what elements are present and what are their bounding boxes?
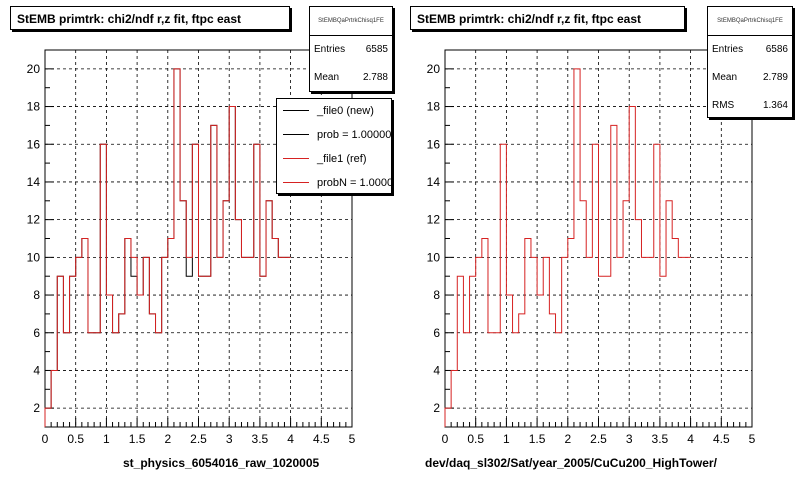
right-y-tick-label-0: 2 [433,401,440,415]
left-x-tick-label-1: 0.5 [67,432,84,446]
legend-entry-probn: probN = 1.000000 [277,171,391,193]
left-stats-box: StEMBQaPrtrkChisq1FE Entries 6585 Mean 2… [309,6,393,92]
left-y-tick-label-7: 16 [27,137,41,151]
left-stats-mean: Mean 2.788 [314,72,388,83]
right-y-tick-label-9: 20 [427,62,441,76]
left-x-tick-label-6: 3 [226,432,233,446]
right-stats-entries: Entries 6586 [712,44,788,55]
right-y-tick-label-4: 10 [427,250,441,264]
legend-entry-new: _file0 (new) [277,99,391,123]
left-y-tick-label-2: 6 [33,326,40,340]
right-x-tick-label-9: 4.5 [713,432,730,446]
legend-entry-prob: prob = 1.000000 [277,123,391,147]
left-y-tick-label-4: 10 [27,250,41,264]
left-stats-entries: Entries 6585 [314,44,388,55]
right-y-tick-label-6: 14 [427,175,441,189]
left-x-tick-label-4: 2 [164,432,171,446]
right-x-tick-label-7: 3.5 [652,432,669,446]
left-x-tick-label-10: 5 [349,432,356,446]
left-x-tick-label-9: 4.5 [313,432,330,446]
right-y-tick-label-2: 6 [433,326,440,340]
right-y-tick-label-7: 16 [427,137,441,151]
left-x-tick-label-7: 3.5 [252,432,269,446]
left-stats-name: StEMBQaPrtrkChisq1FE [310,7,392,36]
right-x-tick-label-2: 1 [503,432,510,446]
right-x-tick-label-1: 0.5 [467,432,484,446]
right-y-tick-label-1: 4 [433,363,440,377]
left-y-tick-label-6: 14 [27,175,41,189]
left-x-tick-label-2: 1 [103,432,110,446]
right-stats-box: StEMBQaPrtrkChisq1FE Entries 6586 Mean 2… [707,6,793,118]
legend-line-new [283,110,309,111]
legend-entry-ref: _file1 (ref) [277,147,391,171]
right-x-tick-label-0: 0 [442,432,449,446]
left-x-tick-label-3: 1.5 [129,432,146,446]
legend: _file0 (new) prob = 1.000000 _file1 (ref… [276,98,392,194]
left-series-ref [44,68,291,427]
legend-line-prob [283,134,309,135]
left-x-axis-label: st_physics_6054016_raw_1020005 [123,456,320,470]
left-x-tick-label-0: 0 [42,432,49,446]
right-stats-mean: Mean 2.789 [712,72,788,83]
right-x-tick-label-5: 2.5 [590,432,607,446]
right-y-tick-label-5: 12 [427,213,441,227]
left-y-tick-label-5: 12 [27,213,41,227]
legend-line-ref [283,158,309,159]
left-x-tick-label-5: 2.5 [190,432,207,446]
right-title: StEMB primtrk: chi2/ndf r,z fit, ftpc ea… [410,6,685,30]
right-stats-name: StEMBQaPrtrkChisq1FE [708,7,792,36]
right-x-tick-label-8: 4 [687,432,694,446]
left-x-tick-label-8: 4 [287,432,294,446]
left-y-tick-label-3: 8 [33,288,40,302]
right-x-tick-label-6: 3 [626,432,633,446]
left-y-tick-label-8: 18 [27,100,41,114]
right-y-tick-label-8: 18 [427,100,441,114]
right-x-tick-label-10: 5 [749,432,756,446]
right-x-tick-label-3: 1.5 [529,432,546,446]
left-y-tick-label-1: 4 [33,363,40,377]
left-pad: 0 0.5 1 1.5 2 2.5 3 3.5 4 4.5 5 2 4 6 8 10 12 14 16 18 20 St… [10,6,393,470]
left-y-tick-label-0: 2 [33,401,40,415]
right-x-tick-label-4: 2 [564,432,571,446]
right-pad: 0 0.5 1 1.5 2 2.5 3 3.5 4 4.5 5 2 4 6 8 10 12 14 16 18 20 St… [400,0,800,480]
left-y-tick-label-9: 20 [27,62,41,76]
legend-line-probn [283,182,309,183]
right-series-ref [444,68,691,427]
left-title: StEMB primtrk: chi2/ndf r,z fit, ftpc ea… [10,6,290,30]
right-stats-rms: RMS 1.364 [712,100,788,111]
right-x-axis-label: dev/daq_sl302/Sat/year_2005/CuCu200_High… [425,456,717,470]
right-y-tick-label-3: 8 [433,288,440,302]
